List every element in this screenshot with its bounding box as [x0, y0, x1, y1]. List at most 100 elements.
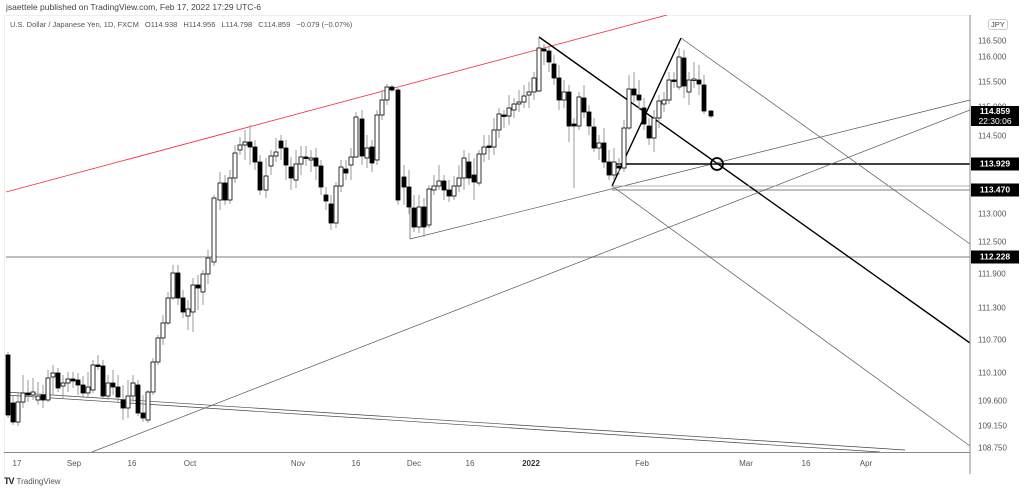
- bull-candle[interactable]: [105, 382, 111, 397]
- bull-candle[interactable]: [561, 91, 567, 101]
- bear-candle[interactable]: [566, 91, 572, 127]
- bull-candle[interactable]: [217, 182, 223, 201]
- bull-candle[interactable]: [293, 163, 299, 181]
- bull-candle[interactable]: [676, 56, 682, 88]
- bull-candle[interactable]: [15, 401, 21, 423]
- bear-candle[interactable]: [80, 384, 86, 394]
- bear-candle[interactable]: [40, 394, 46, 401]
- bear-candle[interactable]: [343, 168, 349, 174]
- bull-candle[interactable]: [338, 166, 344, 187]
- bear-candle[interactable]: [546, 50, 552, 63]
- rising-line-from-sep-low[interactable]: [91, 109, 970, 452]
- lower-falling-line-a[interactable]: [5, 391, 906, 451]
- bull-candle[interactable]: [611, 161, 617, 176]
- bull-candle[interactable]: [273, 151, 279, 157]
- bull-candle[interactable]: [626, 88, 632, 129]
- bull-candle[interactable]: [232, 152, 238, 179]
- bull-candle[interactable]: [268, 155, 274, 167]
- pitchfork-upper-tine[interactable]: [680, 37, 970, 245]
- bear-candle[interactable]: [278, 140, 284, 149]
- bear-candle[interactable]: [110, 382, 116, 388]
- bear-candle[interactable]: [551, 63, 557, 79]
- bull-candle[interactable]: [145, 391, 151, 421]
- bear-candle[interactable]: [646, 125, 652, 139]
- bear-candle[interactable]: [701, 84, 707, 112]
- bull-candle[interactable]: [476, 153, 482, 184]
- bull-candle[interactable]: [353, 116, 359, 158]
- bear-candle[interactable]: [175, 272, 181, 299]
- bull-candle[interactable]: [227, 177, 233, 201]
- bull-candle[interactable]: [125, 395, 131, 409]
- bear-candle[interactable]: [708, 110, 714, 117]
- bear-candle[interactable]: [100, 365, 106, 397]
- bear-candle[interactable]: [195, 284, 201, 289]
- bull-candle[interactable]: [666, 79, 672, 101]
- bull-candle[interactable]: [481, 146, 487, 155]
- bull-candle[interactable]: [496, 113, 502, 131]
- red-resistance-line[interactable]: [5, 15, 668, 193]
- bear-candle[interactable]: [631, 88, 637, 96]
- bear-candle[interactable]: [323, 194, 329, 202]
- bear-candle[interactable]: [283, 147, 289, 166]
- bear-candle[interactable]: [541, 48, 547, 52]
- bear-candle[interactable]: [135, 384, 141, 414]
- bull-candle[interactable]: [426, 188, 432, 226]
- bull-candle[interactable]: [348, 156, 354, 166]
- bull-candle[interactable]: [491, 129, 497, 148]
- bull-candle[interactable]: [263, 175, 269, 191]
- bull-candle[interactable]: [656, 100, 662, 119]
- bull-candle[interactable]: [661, 99, 667, 105]
- bear-candle[interactable]: [586, 111, 592, 127]
- bear-candle[interactable]: [421, 206, 427, 228]
- bear-candle[interactable]: [288, 166, 294, 179]
- chart-frame[interactable]: [4, 15, 971, 476]
- bear-candle[interactable]: [318, 165, 324, 188]
- bull-candle[interactable]: [686, 79, 692, 93]
- bull-candle[interactable]: [65, 378, 71, 384]
- bull-candle[interactable]: [384, 86, 390, 101]
- bull-candle[interactable]: [516, 101, 522, 105]
- bear-candle[interactable]: [401, 176, 407, 188]
- bear-candle[interactable]: [636, 94, 642, 101]
- bear-candle[interactable]: [671, 79, 677, 82]
- bull-candle[interactable]: [531, 77, 537, 93]
- bear-candle[interactable]: [471, 174, 477, 183]
- bull-candle[interactable]: [45, 377, 51, 401]
- bear-candle[interactable]: [328, 203, 334, 224]
- bull-candle[interactable]: [651, 117, 657, 139]
- bear-candle[interactable]: [303, 156, 309, 159]
- rising-line-from-dec-low[interactable]: [409, 99, 970, 240]
- bear-candle[interactable]: [247, 141, 253, 148]
- bear-candle[interactable]: [616, 165, 622, 169]
- bear-candle[interactable]: [581, 97, 587, 113]
- bear-candle[interactable]: [115, 386, 121, 398]
- bull-candle[interactable]: [60, 382, 66, 387]
- bull-candle[interactable]: [596, 142, 602, 149]
- bull-candle[interactable]: [506, 107, 512, 117]
- bear-candle[interactable]: [252, 146, 258, 163]
- bear-candle[interactable]: [501, 114, 507, 117]
- bear-candle[interactable]: [601, 142, 607, 163]
- bull-candle[interactable]: [364, 147, 370, 159]
- bull-candle[interactable]: [298, 156, 304, 165]
- bear-candle[interactable]: [446, 189, 452, 197]
- bear-candle[interactable]: [591, 126, 597, 149]
- bull-candle[interactable]: [190, 284, 196, 313]
- bull-candle[interactable]: [526, 91, 532, 96]
- bear-candle[interactable]: [406, 186, 412, 208]
- bull-candle[interactable]: [160, 322, 166, 339]
- currency-badge[interactable]: JPY: [988, 19, 1008, 30]
- bear-candle[interactable]: [10, 402, 16, 423]
- bull-candle[interactable]: [205, 257, 211, 275]
- bull-candle[interactable]: [333, 185, 339, 224]
- bull-candle[interactable]: [416, 206, 422, 228]
- pitchfork-lower-tine[interactable]: [611, 185, 970, 447]
- bear-candle[interactable]: [369, 146, 375, 164]
- bear-candle[interactable]: [95, 364, 101, 367]
- bull-candle[interactable]: [456, 177, 462, 187]
- bear-candle[interactable]: [5, 354, 11, 416]
- bear-candle[interactable]: [441, 180, 447, 191]
- bear-candle[interactable]: [257, 161, 263, 191]
- bull-candle[interactable]: [576, 96, 582, 127]
- bull-candle[interactable]: [35, 395, 41, 401]
